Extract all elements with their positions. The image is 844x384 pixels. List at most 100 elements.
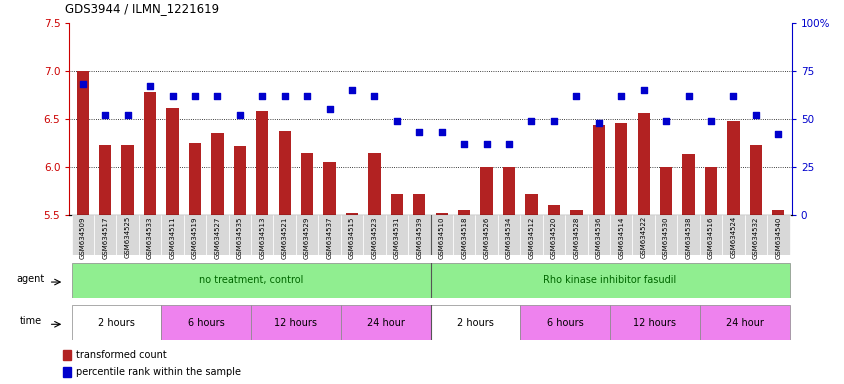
- Text: 12 hours: 12 hours: [633, 318, 675, 328]
- Text: GDS3944 / ILMN_1221619: GDS3944 / ILMN_1221619: [65, 2, 219, 15]
- Text: no treatment, control: no treatment, control: [198, 275, 303, 285]
- Bar: [161, 215, 183, 255]
- Text: 24 hour: 24 hour: [725, 318, 763, 328]
- Bar: [368, 152, 380, 215]
- Point: [614, 93, 627, 99]
- Text: GSM634509: GSM634509: [79, 216, 85, 259]
- Point: [300, 93, 313, 99]
- Point: [547, 118, 560, 124]
- Bar: [727, 121, 738, 215]
- Bar: [72, 215, 94, 255]
- Point: [367, 93, 381, 99]
- Point: [771, 131, 784, 137]
- Bar: [72, 305, 161, 340]
- Bar: [631, 215, 654, 255]
- Text: GSM634513: GSM634513: [259, 216, 265, 259]
- Bar: [771, 210, 783, 215]
- Bar: [345, 213, 358, 215]
- Point: [143, 83, 157, 89]
- Bar: [430, 305, 520, 340]
- Bar: [520, 215, 542, 255]
- Text: 2 hours: 2 hours: [98, 318, 135, 328]
- Text: GSM634524: GSM634524: [729, 216, 736, 258]
- Bar: [166, 108, 178, 215]
- Text: GSM634525: GSM634525: [124, 216, 131, 258]
- Point: [278, 93, 291, 99]
- Text: 12 hours: 12 hours: [274, 318, 317, 328]
- Text: GSM634510: GSM634510: [438, 216, 444, 259]
- Point: [98, 112, 111, 118]
- Bar: [206, 215, 229, 255]
- Text: time: time: [19, 316, 41, 326]
- Text: GSM634520: GSM634520: [550, 216, 556, 259]
- Bar: [211, 134, 224, 215]
- Point: [255, 93, 268, 99]
- Text: GSM634538: GSM634538: [684, 216, 690, 259]
- Point: [749, 112, 762, 118]
- Bar: [677, 215, 699, 255]
- Text: GSM634539: GSM634539: [416, 216, 422, 259]
- Bar: [435, 213, 447, 215]
- Text: GSM634527: GSM634527: [214, 216, 220, 259]
- Bar: [363, 215, 385, 255]
- Bar: [609, 305, 699, 340]
- Bar: [122, 145, 133, 215]
- Bar: [116, 215, 138, 255]
- Text: GSM634523: GSM634523: [371, 216, 377, 259]
- Text: GSM634515: GSM634515: [349, 216, 354, 259]
- Bar: [547, 205, 560, 215]
- Bar: [744, 215, 766, 255]
- Point: [457, 141, 470, 147]
- Point: [165, 93, 179, 99]
- Point: [569, 93, 582, 99]
- Point: [703, 118, 717, 124]
- Bar: [587, 215, 609, 255]
- Bar: [704, 167, 717, 215]
- Point: [681, 93, 695, 99]
- Bar: [229, 215, 251, 255]
- Text: GSM634540: GSM634540: [775, 216, 781, 259]
- Point: [188, 93, 202, 99]
- Text: GSM634526: GSM634526: [483, 216, 489, 259]
- Text: GSM634511: GSM634511: [170, 216, 176, 259]
- Bar: [457, 210, 470, 215]
- Bar: [256, 111, 268, 215]
- Bar: [300, 152, 313, 215]
- Point: [592, 120, 605, 126]
- Bar: [430, 215, 452, 255]
- Point: [479, 141, 493, 147]
- Bar: [502, 167, 515, 215]
- Text: GSM634532: GSM634532: [752, 216, 758, 259]
- Text: GSM634519: GSM634519: [192, 216, 197, 259]
- Point: [322, 106, 336, 113]
- Point: [636, 87, 650, 93]
- Point: [726, 93, 739, 99]
- Text: GSM634530: GSM634530: [663, 216, 668, 259]
- Text: GSM634521: GSM634521: [281, 216, 287, 259]
- Text: GSM634514: GSM634514: [618, 216, 624, 259]
- Bar: [390, 194, 403, 215]
- Bar: [99, 145, 111, 215]
- Bar: [408, 215, 430, 255]
- Bar: [430, 263, 788, 298]
- Text: transformed count: transformed count: [76, 350, 166, 360]
- Text: GSM634535: GSM634535: [236, 216, 242, 259]
- Bar: [63, 351, 71, 360]
- Bar: [77, 71, 89, 215]
- Point: [501, 141, 515, 147]
- Bar: [525, 194, 537, 215]
- Bar: [251, 305, 340, 340]
- Bar: [295, 215, 318, 255]
- Bar: [520, 305, 609, 340]
- Bar: [699, 305, 788, 340]
- Bar: [188, 143, 201, 215]
- Bar: [452, 215, 475, 255]
- Bar: [161, 305, 251, 340]
- Point: [524, 118, 538, 124]
- Bar: [565, 215, 587, 255]
- Bar: [636, 113, 649, 215]
- Bar: [251, 215, 273, 255]
- Bar: [542, 215, 565, 255]
- Bar: [475, 215, 497, 255]
- Text: 6 hours: 6 hours: [546, 318, 583, 328]
